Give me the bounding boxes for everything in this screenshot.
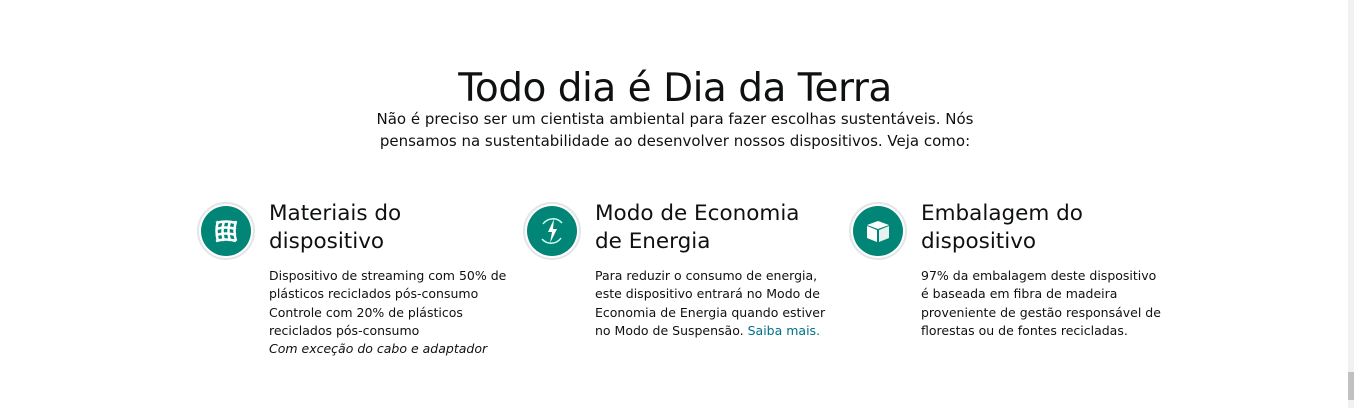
scrollbar-thumb[interactable] [1348,372,1354,400]
feature-text: 97% da embalagem deste dispositivo é bas… [921,268,1161,338]
feature-body: Para reduzir o consumo de energia, este … [595,267,835,340]
feature-title: Materiais do dispositivo [269,201,402,254]
page-title: Todo dia é Dia da Terra [458,66,892,112]
mesh-icon [197,202,255,260]
box-icon [849,202,907,260]
feature-text: Dispositivo de streaming com 50% de plás… [269,268,507,338]
feature-note: Com exceção do cabo e adaptador [269,341,488,357]
learn-more-link[interactable]: Saiba mais. [747,322,821,338]
feature-text: Para reduzir o consumo de energia, este … [595,268,826,338]
scrollbar[interactable] [1348,0,1354,408]
page-subtitle: Não é preciso ser um cientista ambiental… [376,110,974,150]
energy-cycle-icon [523,202,581,260]
feature-body: Dispositivo de streaming com 50% de plás… [269,267,509,358]
feature-body: 97% da embalagem deste dispositivo é bas… [921,267,1161,340]
feature-title: Modo de Economia de Energia [595,201,800,254]
feature-title: Embalagem do dispositivo [921,201,1083,254]
